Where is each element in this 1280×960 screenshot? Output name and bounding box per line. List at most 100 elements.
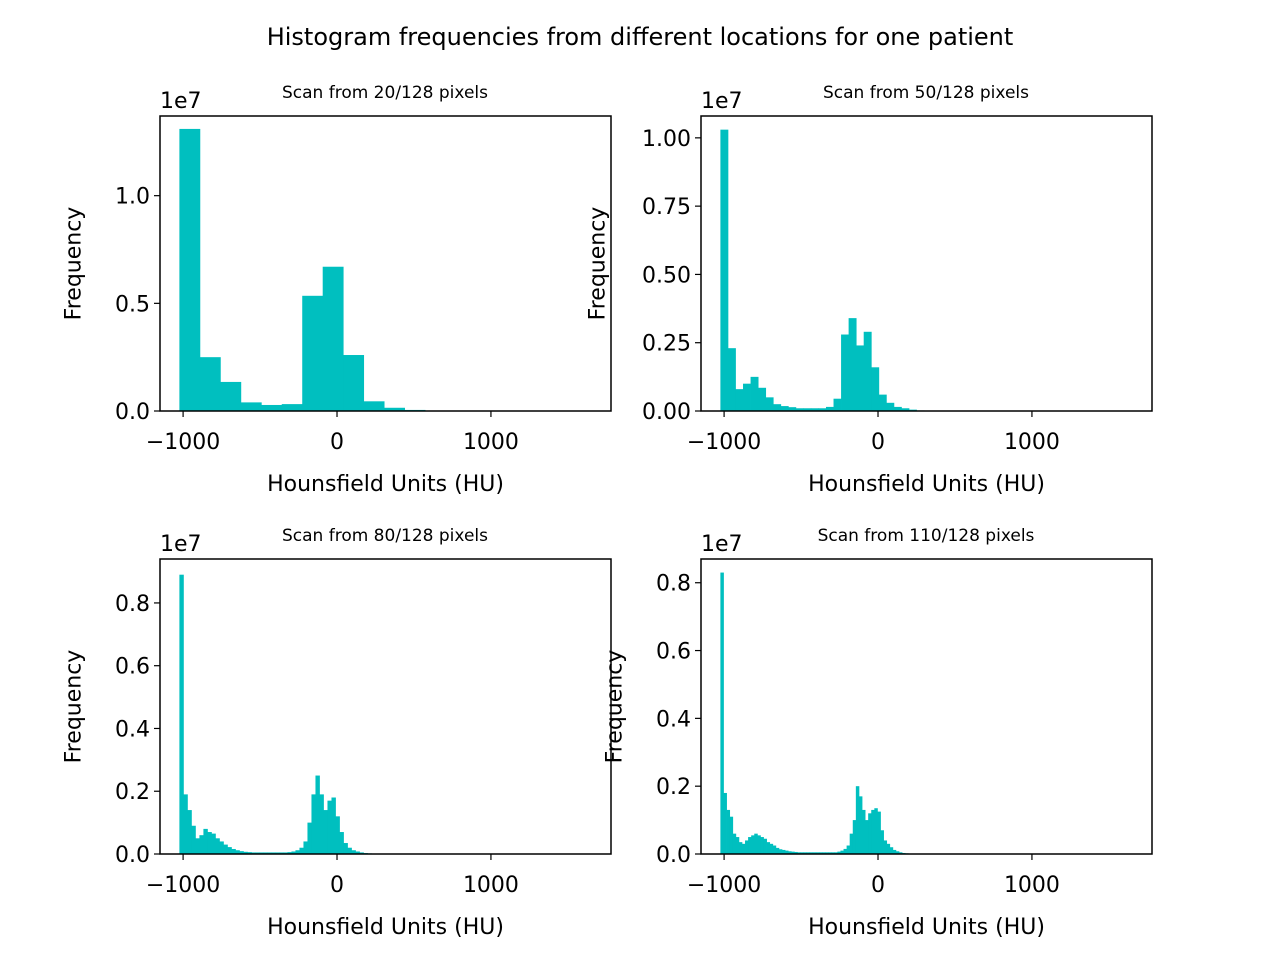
subplot-3: −1000 0 1000 0.0 0.2 0.4 0.6 0.8 1e7 Scan from 80… xyxy=(62,526,612,940)
histogram-bar xyxy=(751,835,755,854)
histogram-bar xyxy=(878,394,887,411)
y-axis-label: Frequency xyxy=(586,207,611,321)
histogram-bar xyxy=(788,407,797,411)
histogram-bar xyxy=(895,851,900,854)
axes-frame xyxy=(700,558,1153,855)
histogram-bar xyxy=(837,851,841,854)
histogram-bar xyxy=(279,852,284,854)
y-tick-label: 0.75 xyxy=(642,195,691,220)
histogram-bar xyxy=(757,835,761,854)
histogram-bar xyxy=(327,800,332,854)
histogram-bar xyxy=(743,383,751,411)
histogram-bar xyxy=(760,837,764,854)
histogram-bar xyxy=(877,811,881,854)
histogram-bar xyxy=(322,266,344,411)
histogram-bar xyxy=(791,851,795,854)
histogram-bar xyxy=(203,828,208,854)
histogram-bar xyxy=(775,847,780,854)
histogram-bar xyxy=(754,833,758,854)
histogram-bar xyxy=(843,848,848,854)
histogram-bar xyxy=(818,408,827,411)
histogram-bars xyxy=(720,129,1098,411)
histogram-bar xyxy=(898,852,903,854)
histogram-bar xyxy=(901,408,910,411)
histogram-bar xyxy=(315,775,320,854)
histogram-bar xyxy=(343,843,348,854)
y-tick-label: 0.4 xyxy=(656,707,691,732)
histogram-bar xyxy=(243,851,248,854)
histogram-bar xyxy=(856,345,865,411)
histogram-bar xyxy=(307,822,312,854)
subplot-2: −1000 0 1000 0.00 0.25 0.50 0.75 1.00 1e7 Scan fr… xyxy=(586,83,1153,497)
histogram-bar xyxy=(302,295,324,411)
histogram-bar xyxy=(259,852,264,854)
histogram-bar xyxy=(803,408,812,411)
histogram-bar xyxy=(825,406,834,411)
histogram-bar xyxy=(778,849,783,854)
y-tick-label: 0.0 xyxy=(115,843,150,868)
x-axis-label: Hounsfield Units (HU) xyxy=(267,472,504,497)
histogram-bar xyxy=(848,318,857,411)
histogram-bar xyxy=(741,843,746,854)
histogram-bar xyxy=(852,820,857,854)
subplot-title: Scan from 110/128 pixels xyxy=(818,526,1035,546)
histogram-bar xyxy=(795,408,804,411)
histogram-bar xyxy=(384,407,405,411)
histogram-bar xyxy=(806,852,811,854)
subplot-title: Scan from 50/128 pixels xyxy=(823,83,1029,103)
histogram-bar xyxy=(726,809,731,854)
histogram-bar xyxy=(794,851,798,854)
x-axis-label: Hounsfield Units (HU) xyxy=(808,915,1045,940)
subplot-title: Scan from 80/128 pixels xyxy=(282,526,488,546)
axes-frame xyxy=(159,115,612,412)
histogram-bar xyxy=(810,408,819,411)
histogram-bar xyxy=(738,842,743,854)
histogram-bar xyxy=(855,786,860,854)
histogram-bar xyxy=(769,843,774,854)
y-tick-label: 0.8 xyxy=(656,572,691,597)
histogram-bar xyxy=(871,809,875,854)
histogram-bar xyxy=(892,849,897,854)
y-tick-label: 1.0 xyxy=(115,185,150,210)
histogram-bar xyxy=(880,830,884,854)
histogram-bar xyxy=(215,838,220,854)
y-tick-label: 1.00 xyxy=(642,127,691,152)
histogram-bar xyxy=(723,792,727,854)
histogram-bar xyxy=(831,852,835,854)
histogram-bar xyxy=(840,850,844,854)
histogram-bar xyxy=(227,847,232,854)
histogram-bar xyxy=(267,852,272,854)
histogram-bar xyxy=(319,794,324,854)
y-tick-label: 0.00 xyxy=(642,400,691,425)
histogram-bar xyxy=(846,845,851,854)
histogram-bar xyxy=(720,129,729,411)
histogram-bar xyxy=(735,837,740,854)
subplot-1: −1000 0 1000 0.0 0.5 1.0 1e7 Scan from 20/128 p… xyxy=(62,83,612,497)
histogram-bar xyxy=(871,367,880,411)
histogram-bar xyxy=(834,852,838,854)
histogram-bar xyxy=(763,838,767,854)
y-tick-label: 0.50 xyxy=(642,263,691,288)
x-tick-label: −1000 xyxy=(146,430,220,455)
histogram-bar xyxy=(359,852,364,854)
y-tick-label: 0.2 xyxy=(115,780,150,805)
histogram-bar xyxy=(821,852,826,854)
histogram-bars xyxy=(179,574,388,854)
histogram-bar xyxy=(865,820,869,854)
histogram-bar xyxy=(355,851,360,854)
y-offset-text: 1e7 xyxy=(160,89,202,114)
y-tick-label: 0.4 xyxy=(115,717,150,742)
histogram-bar xyxy=(765,397,774,411)
x-tick-label: −1000 xyxy=(687,430,761,455)
histogram-bar xyxy=(351,850,356,854)
histogram-bar xyxy=(773,404,782,411)
subplot-4: −1000 0 1000 0.0 0.2 0.4 0.6 0.8 1e7 Scan from 11… xyxy=(603,526,1153,940)
histogram-bar xyxy=(849,833,854,854)
x-tick-label: 1000 xyxy=(463,430,519,455)
histogram-bar xyxy=(303,841,308,854)
subplot-title: Scan from 20/128 pixels xyxy=(282,83,488,103)
histogram-bar xyxy=(803,852,807,854)
histogram-bar xyxy=(299,847,304,854)
histogram-bar xyxy=(283,852,288,854)
